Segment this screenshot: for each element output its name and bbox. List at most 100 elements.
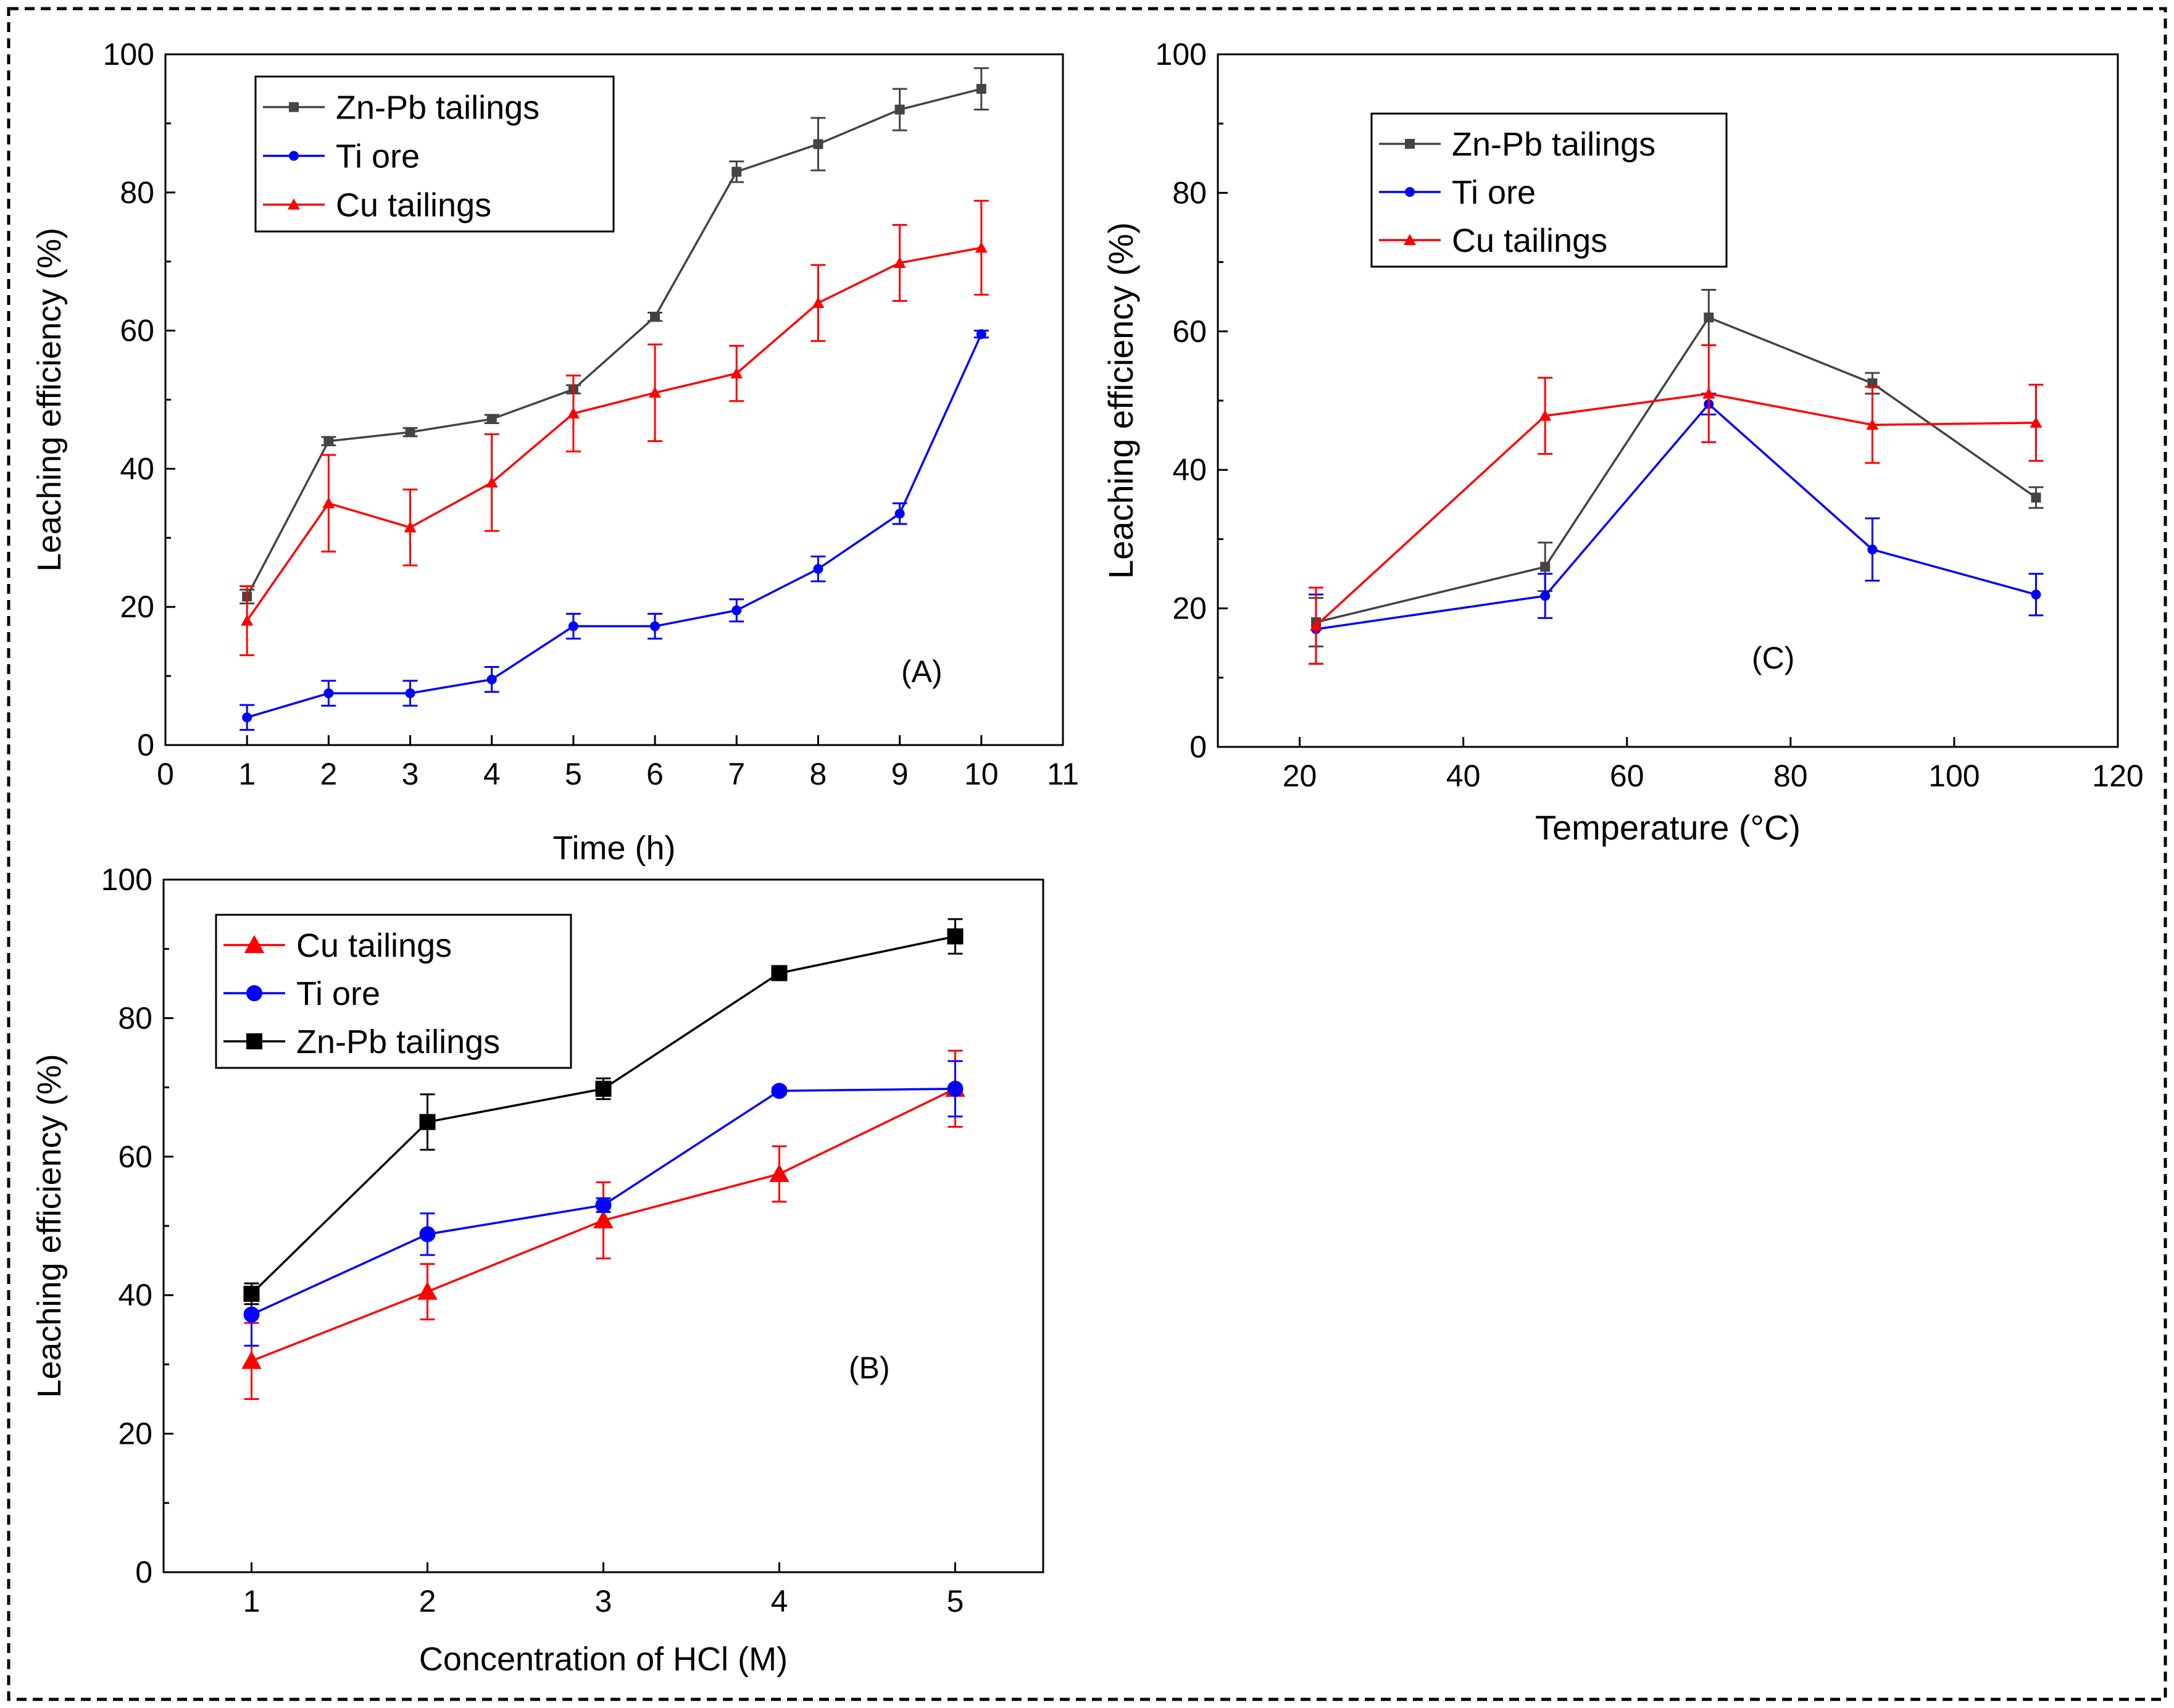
data-point bbox=[975, 241, 988, 253]
series-line bbox=[246, 333, 983, 719]
y-axis-label: Leaching efficiency (%) bbox=[31, 228, 68, 572]
data-point bbox=[243, 1306, 260, 1323]
legend-label: Zn-Pb tailings bbox=[336, 90, 539, 127]
data-point bbox=[417, 1281, 438, 1300]
x-tick-label: 60 bbox=[1610, 759, 1644, 793]
x-axis-label: Time (h) bbox=[553, 830, 676, 867]
data-point bbox=[813, 564, 823, 574]
data-point bbox=[405, 688, 415, 699]
legend-label: Cu tailings bbox=[1452, 222, 1607, 259]
x-tick-label: 9 bbox=[891, 757, 909, 791]
series-zn-pb-tailings bbox=[239, 67, 989, 605]
y-axis-label: Leaching efficiency (%) bbox=[1101, 222, 1140, 579]
y-tick-label: 100 bbox=[1156, 37, 1207, 72]
legend-marker bbox=[289, 102, 299, 112]
data-point bbox=[568, 621, 578, 631]
data-point bbox=[2031, 589, 2041, 600]
data-point bbox=[1867, 378, 1878, 388]
x-tick-label: 2 bbox=[320, 757, 337, 791]
y-tick-label: 0 bbox=[1189, 730, 1207, 764]
data-point bbox=[241, 1351, 262, 1369]
series-line bbox=[1315, 393, 2036, 627]
x-tick-label: 40 bbox=[1446, 759, 1481, 793]
data-point bbox=[813, 139, 823, 149]
data-point bbox=[731, 167, 742, 177]
y-tick-label: 20 bbox=[1172, 591, 1207, 626]
data-point bbox=[2031, 493, 2041, 503]
legend-marker bbox=[246, 985, 262, 1001]
data-point bbox=[1310, 619, 1323, 631]
series-line bbox=[246, 246, 982, 622]
panel-label: (C) bbox=[1752, 641, 1794, 675]
y-tick-label: 20 bbox=[120, 589, 154, 624]
data-point bbox=[486, 414, 497, 424]
data-point bbox=[769, 1164, 789, 1182]
legend-marker bbox=[1405, 187, 1415, 197]
x-tick-label: 2 bbox=[419, 1584, 436, 1618]
series-zn-pb-tailings bbox=[1309, 288, 2044, 648]
data-point bbox=[947, 1080, 964, 1097]
y-tick-label: 40 bbox=[120, 451, 154, 486]
series-ti-ore bbox=[1309, 393, 2044, 665]
data-point bbox=[241, 614, 254, 626]
x-tick-label: 6 bbox=[646, 757, 664, 791]
y-tick-label: 20 bbox=[118, 1417, 152, 1451]
y-tick-label: 100 bbox=[103, 37, 154, 72]
x-tick-label: 0 bbox=[157, 757, 174, 791]
y-tick-label: 100 bbox=[101, 862, 152, 897]
data-point bbox=[650, 312, 660, 322]
data-point bbox=[730, 367, 743, 378]
data-point bbox=[976, 329, 986, 340]
data-point bbox=[243, 1285, 260, 1302]
x-tick-label: 4 bbox=[483, 757, 501, 791]
data-point bbox=[894, 104, 905, 115]
x-axis-label: Concentration of HCl (M) bbox=[419, 1641, 788, 1678]
y-tick-label: 80 bbox=[120, 175, 154, 210]
x-tick-label: 11 bbox=[1047, 757, 1079, 791]
data-point bbox=[405, 427, 415, 438]
series-cu-tailings bbox=[1309, 344, 2044, 665]
legend-marker bbox=[244, 935, 265, 953]
data-point bbox=[242, 712, 252, 723]
x-axis-label: Temperature (°C) bbox=[1535, 808, 1801, 847]
data-point bbox=[1866, 419, 1879, 430]
data-point bbox=[595, 1080, 612, 1097]
panel-label: (B) bbox=[849, 1351, 890, 1385]
legend-label: Zn-Pb tailings bbox=[1452, 126, 1655, 163]
series-ti-ore bbox=[239, 329, 989, 731]
data-point bbox=[593, 1210, 614, 1229]
data-point bbox=[976, 83, 986, 94]
data-point bbox=[731, 605, 742, 615]
y-tick-label: 60 bbox=[120, 314, 154, 348]
x-tick-label: 80 bbox=[1773, 759, 1808, 793]
data-point bbox=[486, 674, 497, 685]
y-tick-label: 40 bbox=[118, 1278, 152, 1312]
data-point bbox=[1704, 312, 1714, 323]
x-tick-label: 3 bbox=[402, 757, 419, 791]
series-line bbox=[1315, 316, 2037, 623]
x-tick-label: 5 bbox=[947, 1584, 964, 1618]
data-point bbox=[650, 621, 660, 631]
legend-label: Ti ore bbox=[296, 975, 380, 1012]
data-point bbox=[771, 1083, 788, 1099]
series-cu-tailings bbox=[241, 1049, 965, 1400]
series-ti-ore bbox=[243, 1060, 964, 1347]
y-tick-label: 60 bbox=[118, 1139, 152, 1174]
x-tick-label: 20 bbox=[1283, 759, 1317, 793]
y-tick-label: 0 bbox=[137, 728, 154, 762]
data-point bbox=[893, 256, 906, 268]
data-point bbox=[771, 965, 788, 981]
data-point bbox=[1540, 562, 1551, 572]
y-axis-label: Leaching efficiency (%) bbox=[31, 1054, 68, 1398]
y-tick-label: 80 bbox=[1172, 175, 1207, 210]
series-line bbox=[246, 88, 982, 598]
legend-label: Ti ore bbox=[336, 138, 420, 175]
panel-c-chart: 0 20 40 60 80 100 20 40 60 80 100 120 Temperature (°… bbox=[1101, 37, 2144, 847]
x-tick-label: 4 bbox=[771, 1584, 788, 1618]
data-point bbox=[1539, 409, 1552, 421]
data-point bbox=[485, 476, 498, 488]
legend-label: Cu tailings bbox=[296, 927, 452, 964]
y-tick-label: 80 bbox=[118, 1001, 152, 1035]
data-point bbox=[1702, 387, 1715, 399]
x-tick-label: 10 bbox=[964, 757, 999, 791]
